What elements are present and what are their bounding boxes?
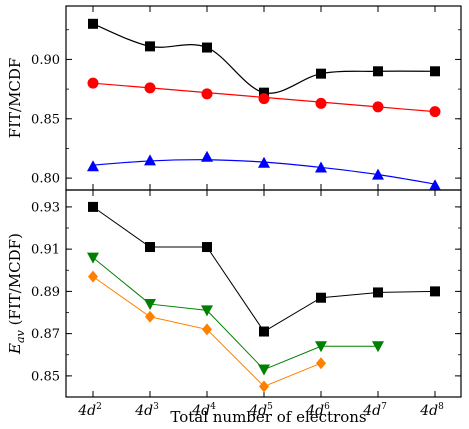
top-series-1-point [258,93,270,105]
top-series-2-point [258,156,270,168]
top-series-2-point [144,154,156,166]
bottom-series-0-point [259,326,269,337]
top-series-2-point [87,160,99,172]
bottom-series-2-point [145,310,155,323]
top-ytick-label: 0.80 [31,172,60,187]
top-series-0-point [430,66,440,77]
x-tick-label: 4d7 [362,402,387,419]
bottom-series-1-point [144,299,156,311]
bottom-series-2-point [202,323,212,336]
bottom-ytick-label: 0.91 [31,243,60,258]
top-series-2-point [429,179,441,191]
top-series-1-point [372,101,384,113]
x-tick-label: 4d4 [191,402,216,419]
bottom-series-1-point [201,305,213,317]
bottom-series-0-point [430,286,440,297]
bottom-series-0-point [88,201,98,212]
x-axis-label: Total number of electrons [170,408,366,426]
top-series-0-point [259,87,269,98]
top-series-0-point [202,42,212,53]
bottom-y-axis-label: Eav (FIT/MCDF) [6,233,27,355]
top-series-1-point [87,77,99,89]
bottom-series-1-line [92,257,378,371]
bottom-series-0-point [316,292,326,303]
bottom-series-2-point [259,380,269,393]
top-series-1-point [144,82,156,94]
bottom-series-1-point [372,341,384,353]
bottom-series-0-point [373,287,383,298]
top-series-0-point [88,18,98,29]
x-tick-label: 4d3 [134,402,159,419]
top-series-0-point [373,66,383,77]
bottom-series-0-point [145,242,155,253]
top-series-1-point [315,97,327,109]
top-ytick-label: 0.90 [31,53,60,68]
bottom-series-2-point [88,270,98,283]
top-series-1-point [429,106,441,118]
bottom-series-1-point [258,364,270,376]
top-y-axis-label: FIT/MCDF [6,58,24,139]
x-tick-label: 4d8 [419,402,444,419]
x-tick-label: 4d2 [77,402,102,419]
y-label-rest: (FIT/MCDF) [6,233,24,330]
top-series-0-line [92,23,436,94]
y-label-subscript: av [14,329,27,343]
top-series-1-point [201,88,213,100]
bottom-ytick-label: 0.87 [31,327,60,342]
top-series-0-point [316,68,326,79]
top-ytick-label: 0.85 [31,112,60,127]
top-series-2-point [201,150,213,162]
x-tick-label: 4d6 [305,402,330,419]
bottom-ytick-label: 0.85 [31,369,60,384]
bottom-ytick-label: 0.93 [31,200,60,215]
top-series-2-point [315,161,327,173]
top-series-0-point [145,41,155,52]
bottom-series-1-point [315,341,327,353]
bottom-series-2-point [316,357,326,370]
y-label-e: E [6,343,24,355]
bottom-series-0-point [202,242,212,253]
bottom-series-1-point [87,252,99,264]
top-series-2-point [372,168,384,180]
x-tick-label: 4d5 [248,402,273,419]
panel-top: 0.80 0.85 0.90 [31,5,462,191]
panel-bottom: 0.85 0.87 0.89 0.91 0.93 [31,189,462,398]
bottom-ytick-label: 0.89 [31,285,60,300]
